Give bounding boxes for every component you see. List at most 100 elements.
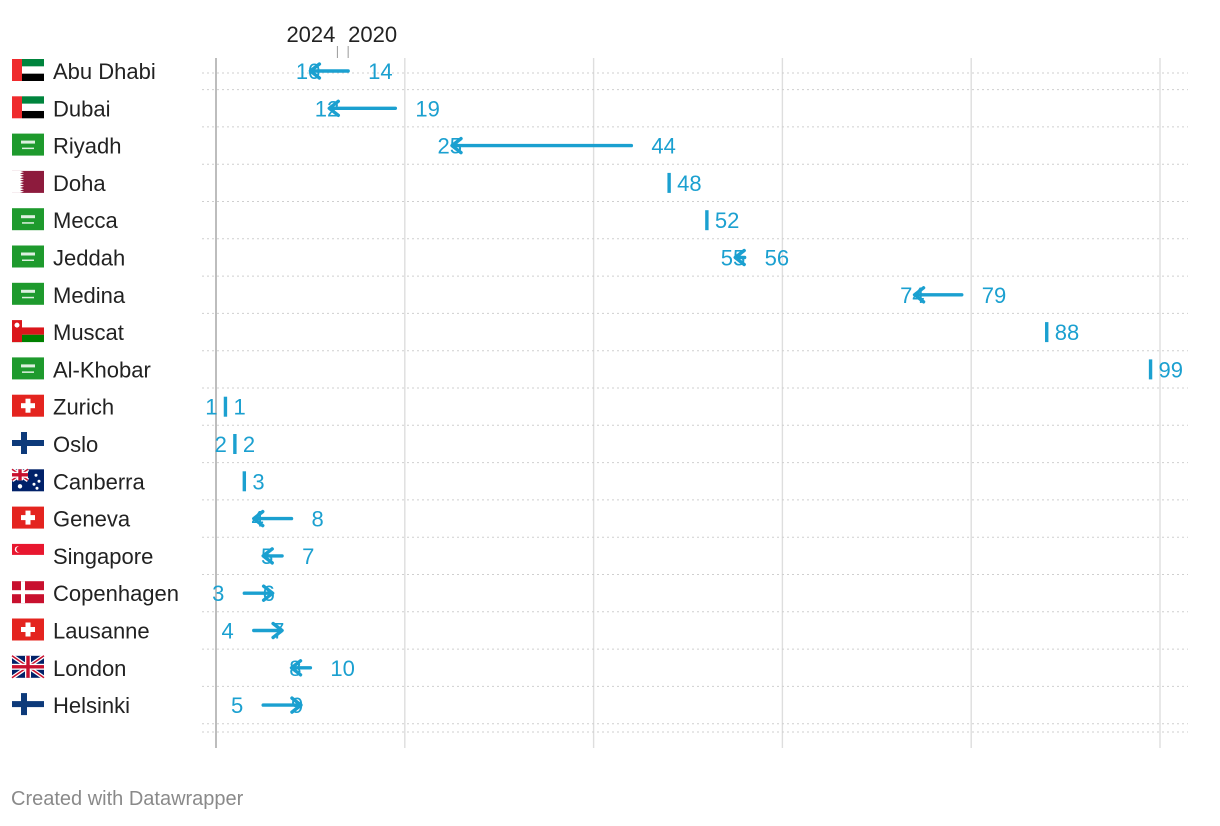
value-label-2024: 7 bbox=[272, 619, 284, 644]
city-label: Jeddah bbox=[53, 246, 125, 271]
value-label-2024: 2 bbox=[215, 432, 227, 457]
arrow-head bbox=[733, 248, 746, 267]
chart-row: Geneva 4 8 bbox=[12, 507, 324, 532]
arrow-head bbox=[290, 696, 303, 714]
legend-label-2024: 2024 bbox=[286, 22, 335, 47]
city-label: London bbox=[53, 656, 126, 681]
arrow-head bbox=[308, 62, 322, 80]
value-label-2020: 1 bbox=[233, 395, 245, 420]
value-label-2024: 74 bbox=[900, 283, 924, 308]
value-label-2020: 8 bbox=[312, 507, 324, 532]
value-label-2020: 99 bbox=[1159, 357, 1183, 382]
value-label-2020: 3 bbox=[252, 469, 264, 494]
chart-row: Oslo 22 bbox=[12, 432, 255, 457]
arrow-head bbox=[261, 547, 274, 565]
swiss-flag-icon bbox=[12, 618, 44, 641]
city-label: Riyadh bbox=[53, 134, 121, 159]
city-label: Copenhagen bbox=[53, 581, 179, 606]
finland-flag-icon bbox=[12, 432, 44, 454]
chart-row: Zurich 11 bbox=[12, 394, 246, 420]
legend: 2024 2020 bbox=[286, 22, 397, 58]
swiss-flag-icon bbox=[12, 506, 44, 529]
city-label: Helsinki bbox=[53, 693, 130, 718]
arrow-head bbox=[252, 509, 265, 528]
value-label-2024: 8 bbox=[289, 656, 301, 681]
value-label-2020: 3 bbox=[212, 581, 224, 606]
value-label-2020: 4 bbox=[222, 619, 234, 644]
arrow-head bbox=[912, 286, 926, 304]
oman-flag-icon bbox=[12, 320, 44, 343]
value-label-2020: 19 bbox=[415, 96, 439, 121]
legend-label-2020: 2020 bbox=[348, 22, 397, 47]
value-label-2024: 10 bbox=[296, 59, 320, 84]
chart-row: London 8 10 bbox=[10, 654, 355, 681]
city-label: Oslo bbox=[53, 432, 98, 457]
city-label: Doha bbox=[53, 171, 106, 196]
value-label-2024: 25 bbox=[438, 134, 462, 159]
city-label: Singapore bbox=[53, 544, 153, 569]
singapore-flag-icon bbox=[12, 543, 44, 566]
city-label: Geneva bbox=[53, 507, 131, 532]
chart-row: Doha 48 bbox=[12, 170, 702, 196]
city-label: Lausanne bbox=[53, 619, 150, 644]
chart-row: Al-Khobar 99 bbox=[12, 357, 1183, 382]
city-label: Medina bbox=[53, 283, 126, 308]
chart-row: Riyadh 25 44 bbox=[12, 133, 676, 159]
chart-row: Muscat 88 bbox=[12, 320, 1079, 345]
chart-row: Singapore 5 7 bbox=[12, 543, 314, 569]
datawrapper-credit: Created with Datawrapper bbox=[11, 788, 244, 810]
value-label-2024: 12 bbox=[315, 96, 339, 121]
value-label-2020: 79 bbox=[982, 283, 1006, 308]
value-label-2020: 88 bbox=[1055, 320, 1079, 345]
value-label-2024: 1 bbox=[205, 395, 217, 420]
saudi-flag-icon bbox=[12, 282, 44, 305]
city-label: Dubai bbox=[53, 96, 110, 121]
arrow-head bbox=[289, 659, 303, 677]
qatar-flag-icon bbox=[12, 170, 44, 193]
arrow-head bbox=[327, 99, 340, 117]
value-label-2020: 2 bbox=[243, 432, 255, 457]
value-label-2024: 4 bbox=[252, 507, 264, 532]
chart-row: Canberra 3 bbox=[10, 467, 265, 494]
chart-row: Mecca 52 bbox=[12, 208, 739, 233]
chart-row: Lausanne 7 4 bbox=[12, 618, 284, 644]
chart-row: Dubai 12 19 bbox=[12, 96, 440, 121]
value-label-2020: 14 bbox=[368, 59, 392, 84]
arrow-head bbox=[450, 136, 463, 155]
value-label-2024: 55 bbox=[721, 246, 745, 271]
uk-flag-icon bbox=[10, 654, 46, 680]
x-gridlines bbox=[215, 58, 1161, 748]
saudi-flag-icon bbox=[12, 245, 44, 268]
saudi-flag-icon bbox=[12, 208, 44, 231]
value-label-2024: 5 bbox=[261, 544, 273, 569]
uae-flag-icon bbox=[12, 59, 44, 81]
denmark-flag-icon bbox=[12, 581, 44, 604]
city-label: Canberra bbox=[53, 469, 145, 494]
finland-flag-icon bbox=[12, 693, 44, 716]
arrow-head bbox=[271, 621, 284, 640]
chart-row: Helsinki 9 5 bbox=[12, 693, 303, 718]
chart-row: Copenhagen 6 3 bbox=[12, 581, 275, 606]
value-label-2020: 7 bbox=[302, 544, 314, 569]
city-label: Al-Khobar bbox=[53, 357, 151, 382]
chart-row: Jeddah 55 56 bbox=[12, 245, 789, 271]
city-label: Abu Dhabi bbox=[53, 59, 156, 84]
swiss-flag-icon bbox=[12, 394, 44, 417]
arrow-head bbox=[261, 584, 275, 602]
saudi-flag-icon bbox=[12, 133, 44, 156]
chart-row: Medina 74 79 bbox=[12, 282, 1006, 308]
value-label-2020: 56 bbox=[765, 246, 789, 271]
value-label-2024: 9 bbox=[291, 693, 303, 718]
city-label: Mecca bbox=[53, 208, 119, 233]
city-label: Muscat bbox=[53, 320, 124, 345]
australia-flag-icon bbox=[10, 467, 44, 492]
chart-row: Abu Dhabi 10 14 bbox=[12, 59, 393, 84]
value-label-2024: 6 bbox=[263, 581, 275, 606]
value-label-2020: 52 bbox=[715, 208, 739, 233]
value-label-2020: 5 bbox=[231, 693, 243, 718]
row-separators bbox=[202, 72, 1188, 733]
uae-flag-icon bbox=[12, 96, 44, 119]
saudi-flag-icon bbox=[12, 357, 44, 380]
